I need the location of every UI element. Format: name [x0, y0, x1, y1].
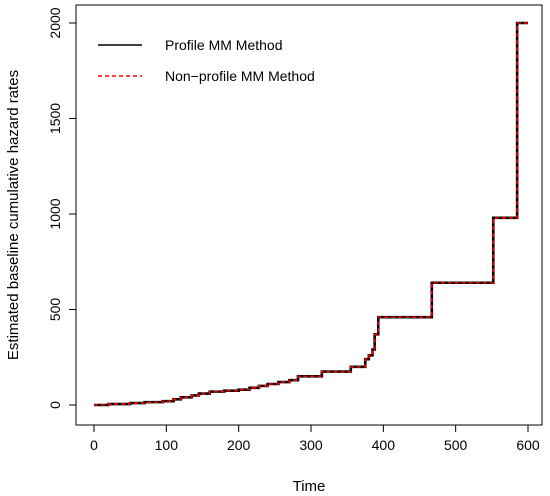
y-tick-label: 2000: [47, 7, 63, 38]
x-tick-label: 0: [90, 437, 98, 453]
x-tick-label: 600: [516, 437, 540, 453]
x-axis-label: Time: [293, 478, 326, 495]
x-tick-label: 300: [299, 437, 323, 453]
legend-label: Non−profile MM Method: [165, 68, 315, 84]
legend: Profile MM Method Non−profile MM Method: [98, 37, 315, 84]
x-tick-label: 100: [155, 437, 179, 453]
series-line-profile: [94, 21, 528, 407]
y-tick-label: 1500: [47, 103, 63, 134]
x-tick-label: 200: [227, 437, 251, 453]
x-tick-label: 500: [444, 437, 468, 453]
y-tick-label: 1000: [47, 198, 63, 229]
y-axis-label: Estimated baseline cumulative hazard rat…: [5, 70, 22, 360]
y-axis: 0 500 1000 1500 2000: [47, 7, 77, 409]
series-layer: [94, 21, 528, 407]
x-tick-label: 400: [372, 437, 396, 453]
y-tick-label: 0: [47, 401, 63, 409]
legend-label: Profile MM Method: [165, 37, 282, 53]
y-tick-label: 500: [47, 298, 63, 322]
x-axis: 0 100 200 300 400 500 600: [90, 424, 540, 453]
